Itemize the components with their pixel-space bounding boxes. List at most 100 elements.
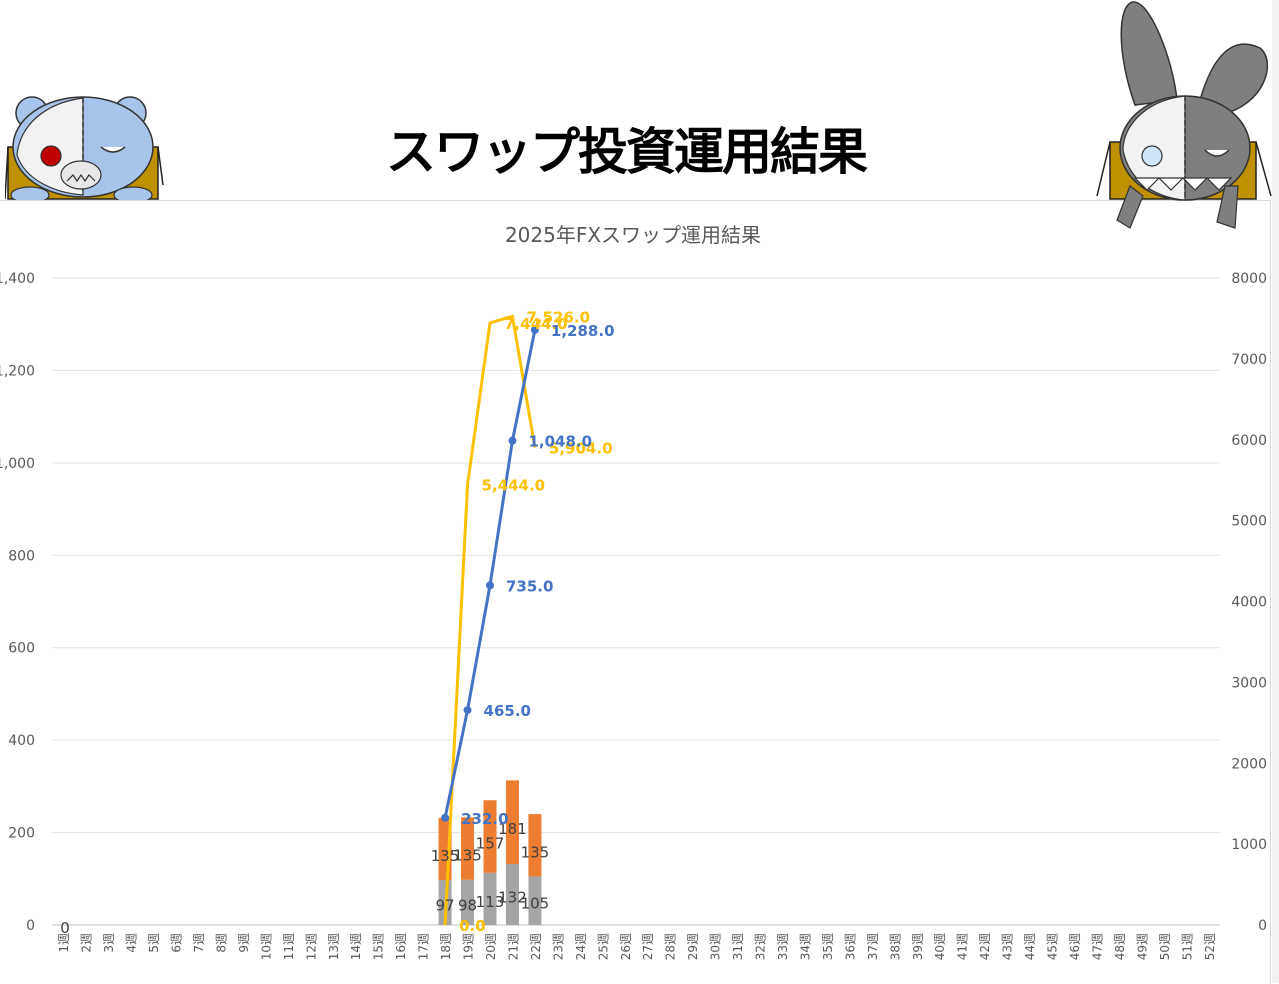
secondary-series-label: 5,444.0 [482, 477, 546, 495]
page-title: スワップ投資運用結果 [386, 123, 868, 181]
cumulative-series-point [463, 706, 472, 715]
bar-lower [528, 876, 542, 925]
cumulative-series-point [441, 813, 450, 822]
x-tick-label: 6週 [170, 933, 184, 953]
cumulative-series-line [443, 329, 537, 819]
x-tick-label: 17週 [417, 933, 431, 960]
bar-lower-label: 98 [458, 896, 477, 914]
x-tick-label: 33週 [776, 933, 790, 960]
cumulative-series-point [486, 581, 494, 590]
x-tick-label: 8週 [214, 933, 228, 953]
cumulative-series-label: 1,288.0 [551, 322, 615, 340]
x-tick-label: 19週 [462, 933, 476, 960]
x-tick-label: 9週 [237, 933, 251, 953]
bar-upper-label: 135 [431, 847, 460, 865]
x-tick-label: 4週 [125, 933, 139, 953]
y-tick-label: 1,000 [0, 456, 35, 472]
cumulative-series-label: 735.0 [506, 577, 553, 595]
x-tick-label: 43週 [1001, 933, 1015, 960]
y-tick-label: 1,200 [0, 363, 35, 379]
secondary-series-label: 7,444.0 [504, 315, 568, 333]
y-tick-label: 200 [8, 826, 35, 842]
bar-upper [528, 814, 542, 877]
y2-tick-label: 1000 [1231, 837, 1267, 853]
x-tick-label: 14週 [349, 933, 363, 960]
x-tick-label: 48週 [1113, 933, 1127, 960]
x-tick-label: 3週 [102, 933, 116, 953]
y-tick-label: 600 [8, 641, 35, 657]
cumulative-series-point [530, 325, 539, 334]
x-tick-label: 37週 [866, 933, 880, 960]
x-tick-label: 40週 [933, 933, 947, 960]
bar-upper [483, 800, 497, 873]
x-tick-label: 22週 [529, 933, 543, 960]
bar-lower-label: 113 [476, 893, 505, 911]
cumulative-series-label: 465.0 [484, 702, 531, 720]
x-tick-label: 52週 [1203, 933, 1217, 960]
x-tick-label: 44週 [1023, 933, 1037, 960]
y2-tick-label: 2000 [1231, 756, 1267, 772]
bar-upper-label: 181 [498, 820, 527, 838]
x-tick-label: 13週 [327, 933, 341, 960]
y-tick-label: 0 [26, 918, 35, 934]
bar-upper-label: 135 [453, 847, 482, 865]
x-tick-label: 12週 [304, 933, 318, 960]
x-tick-label: 21週 [506, 933, 520, 960]
rabbit-mascot [1096, 1, 1272, 229]
bar-upper-label: 157 [476, 834, 505, 852]
bar-lower-label: 105 [521, 895, 550, 913]
x-tick-label: 5週 [147, 933, 161, 953]
y2-tick-label: 3000 [1231, 675, 1267, 691]
y2-tick-label: 5000 [1231, 514, 1267, 530]
x-tick-label: 36週 [843, 933, 857, 960]
x-tick-label: 30週 [709, 933, 723, 960]
chart-area: 2025年FXスワップ運用結果 0 200 400 600 800 1,000 1,200 1… [0, 223, 1267, 960]
chart-title: 2025年FXスワップ運用結果 [505, 223, 761, 247]
y2-tick-label: 6000 [1231, 433, 1267, 449]
bar-upper-label: 135 [521, 843, 550, 861]
y2-tick-label: 0 [1258, 918, 1267, 934]
x-tick-label: 2週 [80, 933, 94, 953]
x-tick-label: 47週 [1090, 933, 1104, 960]
x-tick-label: 46週 [1068, 933, 1082, 960]
x-tick-label: 1週 [57, 933, 71, 953]
y-tick-label: 800 [8, 548, 35, 564]
x-tick-label: 49週 [1135, 933, 1149, 960]
x-tick-label: 31週 [731, 933, 745, 960]
x-tick-label: 45週 [1046, 933, 1060, 960]
secondary-series-label: 7,526.0 [526, 308, 590, 326]
cumulative-series-label: 1,048.0 [528, 433, 592, 451]
x-tick-label: 18週 [439, 933, 453, 960]
x-tick-label: 50週 [1158, 933, 1172, 960]
x-tick-label: 34週 [798, 933, 812, 960]
x-tick-label: 26週 [619, 933, 633, 960]
bar-upper [461, 817, 475, 880]
x-tick-label: 20週 [484, 933, 498, 960]
bear-mascot [5, 96, 164, 203]
chart-panel: 2025年FXスワップ運用結果 0 200 400 600 800 1,000 1,200 1… [0, 200, 1271, 984]
x-tick-label: 25週 [596, 933, 610, 960]
cumulative-series-point [508, 436, 517, 445]
bar-lower [483, 872, 497, 925]
bar-lower [505, 863, 519, 925]
y2-tick-label: 7000 [1231, 352, 1267, 368]
x-tick-label: 41週 [956, 933, 970, 960]
bar-lower [461, 879, 475, 925]
x-tick-label: 23週 [551, 933, 565, 960]
x-tick-label: 10週 [259, 933, 273, 960]
x-tick-label: 15週 [372, 933, 386, 960]
x-tick-label: 16週 [394, 933, 408, 960]
secondary-series-label: 5,904.0 [549, 440, 613, 458]
y2-tick-label: 8000 [1231, 271, 1267, 287]
y-tick-label: 1,400 [0, 271, 35, 287]
secondary-series-line [443, 314, 537, 926]
x-tick-label: 38週 [888, 933, 902, 960]
cumulative-series-label: 232.0 [461, 810, 508, 828]
bar-upper [505, 780, 519, 864]
x-tick-label: 24週 [574, 933, 588, 960]
x-tick-label: 32週 [754, 933, 768, 960]
secondary-series-label: 0.0 [459, 917, 486, 935]
x-tick-label: 28週 [664, 933, 678, 960]
data-label: 0 [60, 919, 70, 937]
window-edge [1272, 0, 1279, 983]
